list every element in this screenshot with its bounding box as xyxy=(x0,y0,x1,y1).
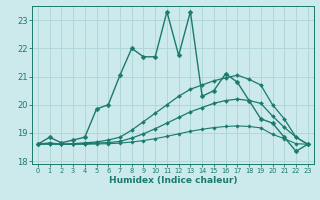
X-axis label: Humidex (Indice chaleur): Humidex (Indice chaleur) xyxy=(108,176,237,185)
